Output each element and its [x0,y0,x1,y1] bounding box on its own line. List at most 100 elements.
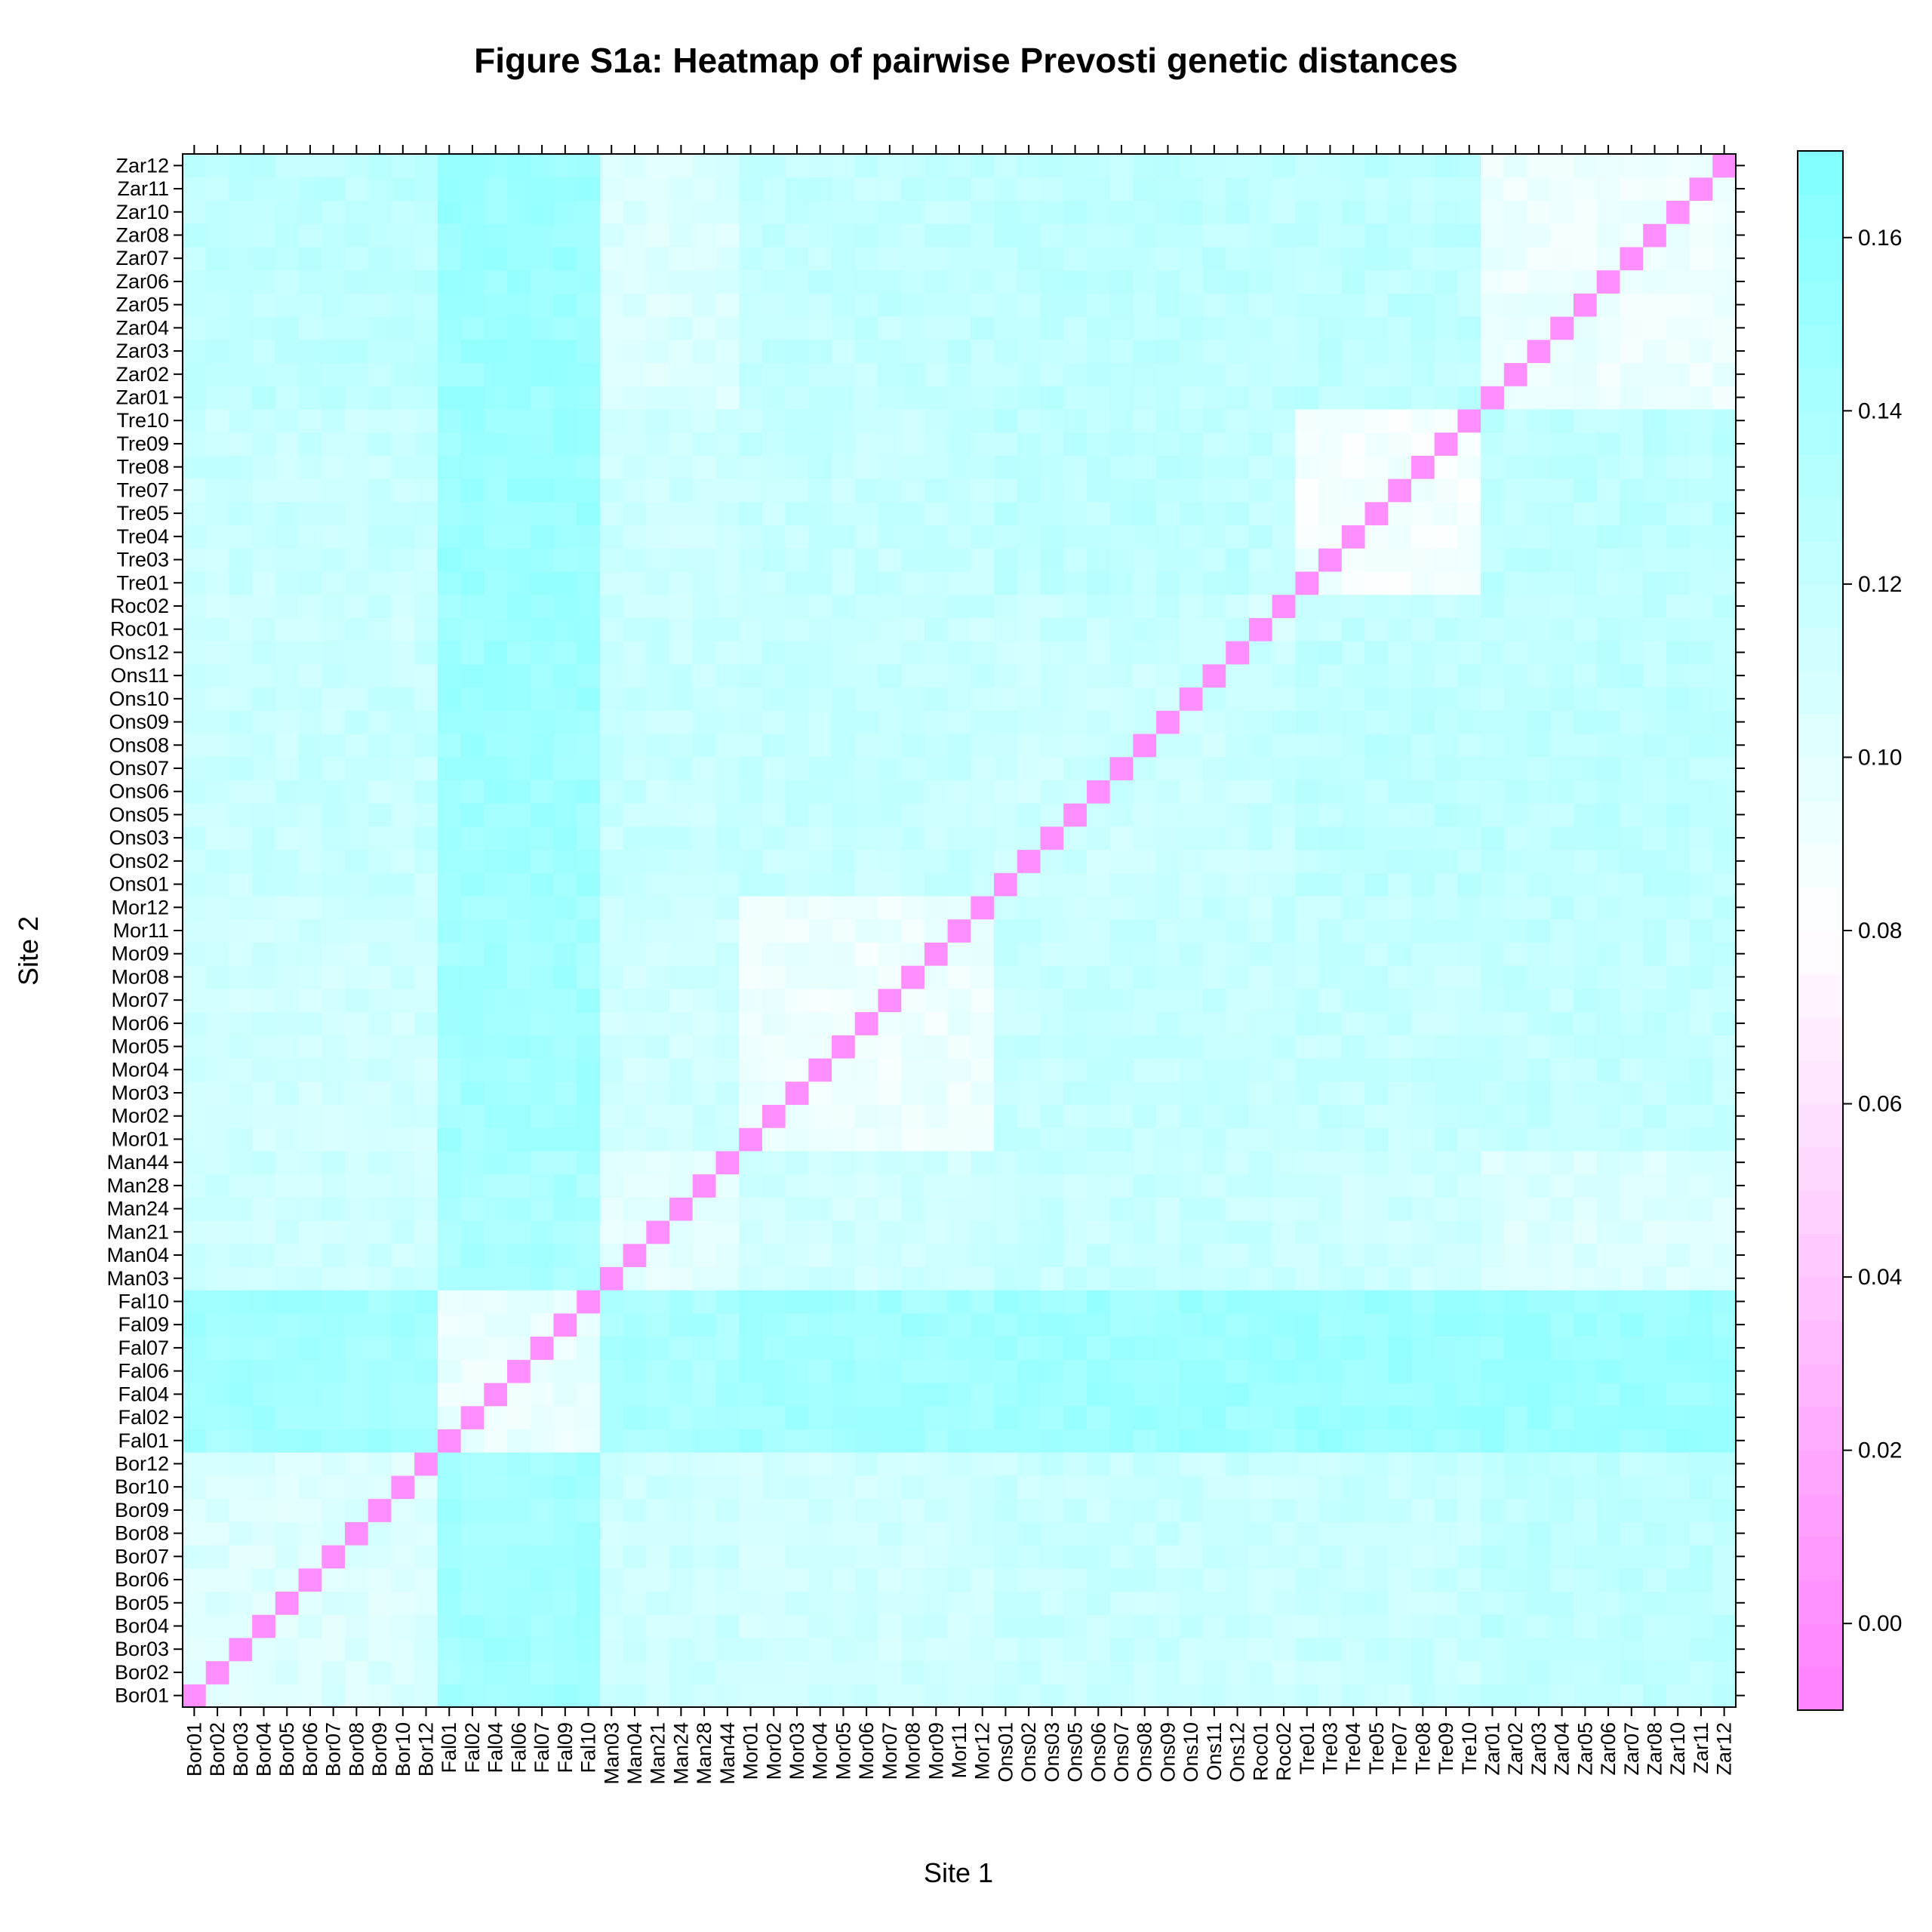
heatmap-cell [1156,548,1180,572]
heatmap-cell [1179,1359,1204,1383]
heatmap-cell [1666,1243,1690,1267]
heatmap-cell [1295,1035,1319,1059]
heatmap-cell [484,1266,508,1291]
heatmap-cell [669,1035,694,1059]
heatmap-cell [646,386,670,410]
heatmap-cell [761,641,786,665]
heatmap-cell [437,641,462,665]
heatmap-cell [1109,849,1134,873]
heatmap-cell [808,1684,832,1708]
heatmap-cell [785,269,809,294]
colorbar-segment [1798,540,1843,585]
heatmap-cell [692,872,717,897]
heatmap-cell [414,617,438,641]
heatmap-cell [924,1660,949,1684]
heatmap-cell [994,780,1018,804]
heatmap-cell [1017,154,1041,178]
heatmap-cell [924,1405,949,1430]
heatmap-cell [577,1591,601,1615]
heatmap-cell [878,571,902,595]
heatmap-cell [715,432,740,456]
heatmap-cell [832,1081,856,1105]
heatmap-cell [1550,200,1574,224]
heatmap-cell [646,408,670,433]
heatmap-cell [460,1567,485,1592]
heatmap-cell [878,1290,902,1314]
heatmap-cell [739,1266,763,1291]
heatmap-cell [692,571,717,595]
y-tick-label: Bor01 [115,1684,169,1707]
heatmap-cell [530,1290,555,1314]
heatmap-cell [1017,1452,1041,1476]
heatmap-cell [1527,663,1551,688]
heatmap-cell [1457,1684,1481,1708]
heatmap-cell [1341,293,1366,317]
heatmap-cell [1573,1452,1598,1476]
heatmap-cell [1434,780,1459,804]
heatmap-cell [669,432,694,456]
heatmap-cell [298,1243,322,1267]
heatmap-cell [808,1197,832,1221]
heatmap-cell [530,1266,555,1291]
heatmap-cell [1109,200,1134,224]
heatmap-cell [715,687,740,711]
heatmap-cell [577,756,601,780]
heatmap-cell [321,1591,346,1615]
heatmap-cell [599,246,624,271]
heatmap-cell [878,362,902,386]
heatmap-cell [1179,1475,1204,1500]
heatmap-cell [345,1336,369,1360]
heatmap-cell [692,432,717,456]
heatmap-cell [1248,733,1273,758]
heatmap-cell [669,1312,694,1337]
heatmap-cell [1434,1614,1459,1638]
heatmap-cell [808,1081,832,1105]
heatmap-cell [1503,988,1528,1013]
heatmap-cell [1133,525,1157,549]
heatmap-cell [1086,293,1111,317]
heatmap-cell [1226,1591,1250,1615]
heatmap-cell [1550,918,1574,943]
heatmap-cell [599,339,624,364]
heatmap-cell [739,200,763,224]
heatmap-cell [761,687,786,711]
heatmap-cell [878,200,902,224]
heatmap-cell [785,1336,809,1360]
heatmap-cell [368,223,392,248]
heatmap-cell [205,200,230,224]
heatmap-cell [1434,872,1459,897]
heatmap-cell [577,1382,601,1407]
heatmap-cell [1086,1035,1111,1059]
heatmap-cell [808,1266,832,1291]
heatmap-cell [1527,1081,1551,1105]
heatmap-cell [1666,1359,1690,1383]
x-tick-label: Mor06 [855,1722,878,1780]
heatmap-cell [1457,1243,1481,1267]
heatmap-cell [345,246,369,271]
heatmap-cell [437,1220,462,1244]
heatmap-cell [1411,663,1435,688]
heatmap-cell [183,1220,207,1244]
heatmap-cell [252,1637,276,1662]
heatmap-cell [832,386,856,410]
x-tick-label: Zar03 [1527,1722,1550,1776]
heatmap-cell [1272,362,1296,386]
heatmap-cell [298,1567,322,1592]
heatmap-cell [1272,1035,1296,1059]
heatmap-cell [761,849,786,873]
heatmap-cell [854,154,879,178]
heatmap-cell [484,942,508,966]
heatmap-cell [345,756,369,780]
heatmap-cell [739,849,763,873]
heatmap-cell [1156,1567,1180,1592]
heatmap-cell [785,687,809,711]
x-tick-label: Zar02 [1504,1722,1527,1776]
heatmap-cell [1503,177,1528,202]
heatmap-cell [1295,918,1319,943]
heatmap-cell [298,1336,322,1360]
heatmap-cell [484,756,508,780]
heatmap-cell [854,455,879,479]
x-tick-label: Man04 [623,1722,646,1785]
heatmap-cell [1318,942,1343,966]
heatmap-cell [205,1197,230,1221]
